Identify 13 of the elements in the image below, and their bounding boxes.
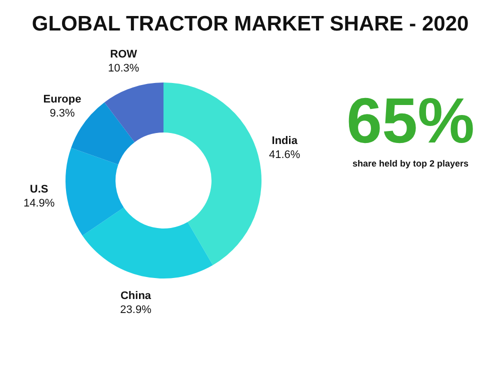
- data-label: 41.6%: [269, 148, 300, 161]
- chart-title: GLOBAL TRACTOR MARKET SHARE - 2020: [32, 12, 469, 36]
- text: 65%: [346, 84, 475, 156]
- data-label: 14.9%: [24, 198, 55, 210]
- text: share held by top 2 players: [352, 158, 469, 168]
- slice-label: India: [272, 134, 298, 147]
- data-label: 9.3%: [50, 107, 76, 120]
- slice-label: China: [120, 290, 152, 302]
- slice-label: ROW: [110, 48, 138, 61]
- slice-label: U.S: [30, 184, 48, 196]
- data-label: 10.3%: [108, 62, 140, 75]
- slice-label: Europe: [43, 93, 82, 106]
- data-label: 23.9%: [120, 304, 152, 316]
